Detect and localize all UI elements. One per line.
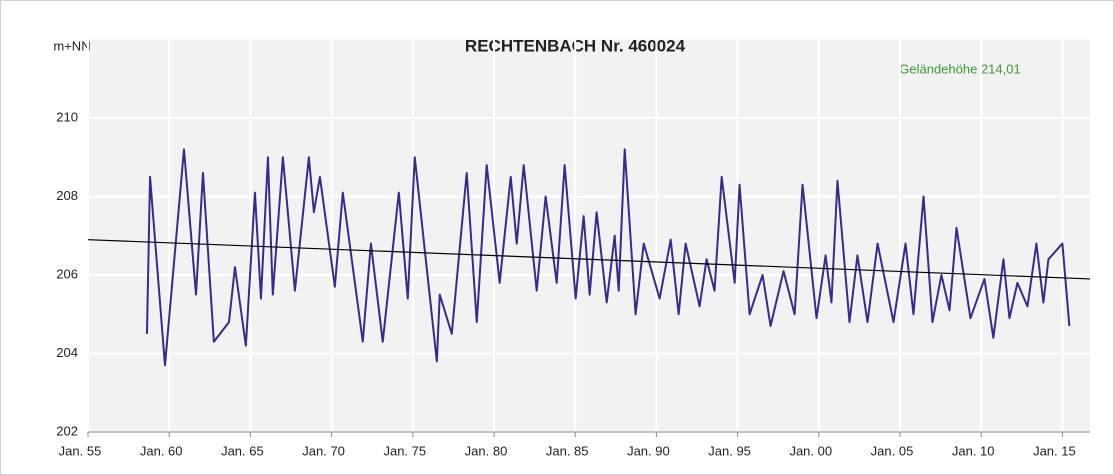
x-tick-label: Jan. 00	[789, 443, 832, 458]
data-line	[145, 148, 1071, 367]
x-tick-label: Jan. 55	[59, 443, 102, 458]
y-axis-label: m+NN	[53, 38, 90, 53]
y-tick-label: 208	[56, 188, 78, 203]
x-tick-label: Jan. 90	[627, 443, 670, 458]
y-tick-label: 204	[56, 345, 78, 360]
x-tick-label: Jan. 85	[546, 443, 589, 458]
x-tick-label: Jan. 05	[871, 443, 914, 458]
x-tick-label: Jan. 60	[140, 443, 183, 458]
y-tick-label: 202	[56, 423, 78, 438]
x-tick-label: Jan. 10	[952, 443, 995, 458]
x-tick-label: Jan. 75	[383, 443, 426, 458]
marks	[87, 148, 1091, 367]
x-tick-label: Jan. 65	[221, 443, 264, 458]
x-tick-label: Jan. 80	[465, 443, 508, 458]
y-tick-label: 206	[56, 266, 78, 281]
x-tick-label: Jan. 95	[708, 443, 751, 458]
plot-area	[88, 39, 1090, 432]
y-tick-label: 210	[56, 109, 78, 124]
trend-line	[87, 239, 1091, 280]
annotation: Geländehöhe 214,01	[899, 61, 1020, 76]
x-tick-label: Jan. 70	[302, 443, 345, 458]
x-tick-label: Jan. 15	[1033, 443, 1076, 458]
